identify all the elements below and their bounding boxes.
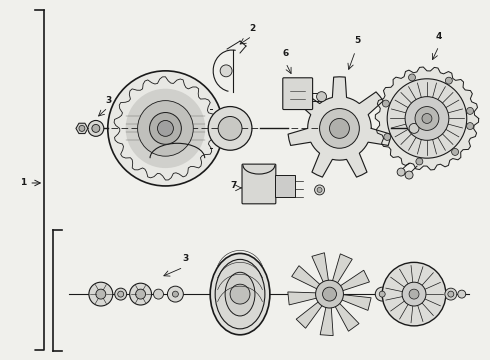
Text: 4: 4 xyxy=(436,32,442,41)
Circle shape xyxy=(108,71,223,186)
Circle shape xyxy=(384,134,391,140)
Polygon shape xyxy=(333,299,359,331)
Polygon shape xyxy=(331,254,352,288)
Circle shape xyxy=(172,291,178,297)
Circle shape xyxy=(466,107,473,114)
Circle shape xyxy=(329,118,349,138)
Circle shape xyxy=(458,290,466,298)
Circle shape xyxy=(466,123,473,130)
Circle shape xyxy=(322,287,337,301)
Circle shape xyxy=(89,282,113,306)
Circle shape xyxy=(118,291,123,297)
Circle shape xyxy=(149,113,181,144)
Text: 3: 3 xyxy=(182,255,189,264)
Circle shape xyxy=(452,148,459,156)
Circle shape xyxy=(379,291,385,297)
Circle shape xyxy=(387,79,467,158)
Polygon shape xyxy=(337,294,371,310)
Circle shape xyxy=(409,289,419,299)
Polygon shape xyxy=(288,292,322,305)
Polygon shape xyxy=(292,266,324,291)
Circle shape xyxy=(448,291,454,297)
Circle shape xyxy=(409,123,419,133)
Polygon shape xyxy=(312,253,329,287)
Circle shape xyxy=(382,262,446,326)
Circle shape xyxy=(125,89,205,168)
FancyBboxPatch shape xyxy=(283,78,313,109)
Circle shape xyxy=(136,289,146,299)
Circle shape xyxy=(138,100,193,156)
FancyBboxPatch shape xyxy=(242,164,276,204)
Circle shape xyxy=(317,92,326,102)
Ellipse shape xyxy=(225,272,255,316)
Ellipse shape xyxy=(210,253,270,335)
Circle shape xyxy=(130,283,151,305)
Polygon shape xyxy=(288,77,391,177)
Circle shape xyxy=(405,96,449,140)
Circle shape xyxy=(230,284,250,304)
Circle shape xyxy=(208,107,252,150)
Text: 3: 3 xyxy=(106,96,112,105)
Circle shape xyxy=(317,188,322,192)
Circle shape xyxy=(115,288,127,300)
Polygon shape xyxy=(375,67,479,170)
Bar xyxy=(275,175,294,197)
Ellipse shape xyxy=(215,260,265,329)
Circle shape xyxy=(153,289,164,299)
Circle shape xyxy=(409,74,416,81)
Polygon shape xyxy=(296,298,325,328)
Circle shape xyxy=(402,282,426,306)
Circle shape xyxy=(445,77,452,84)
Polygon shape xyxy=(76,123,88,134)
Text: 5: 5 xyxy=(354,36,361,45)
Circle shape xyxy=(92,125,100,132)
Circle shape xyxy=(220,65,232,77)
Circle shape xyxy=(96,289,106,299)
Circle shape xyxy=(405,171,413,179)
Text: 7: 7 xyxy=(230,181,236,190)
Circle shape xyxy=(316,280,343,308)
Circle shape xyxy=(422,113,432,123)
Circle shape xyxy=(382,100,390,107)
Circle shape xyxy=(416,158,423,165)
Circle shape xyxy=(168,286,183,302)
Circle shape xyxy=(319,109,359,148)
Text: 6: 6 xyxy=(283,49,289,58)
Polygon shape xyxy=(336,270,369,292)
Circle shape xyxy=(397,168,405,176)
Circle shape xyxy=(79,125,85,131)
Circle shape xyxy=(157,121,173,136)
Circle shape xyxy=(375,287,389,301)
Circle shape xyxy=(218,117,242,140)
Circle shape xyxy=(88,121,104,136)
Text: 2: 2 xyxy=(249,24,255,33)
Circle shape xyxy=(315,185,324,195)
Polygon shape xyxy=(320,302,333,336)
Circle shape xyxy=(445,288,457,300)
Text: 1: 1 xyxy=(20,179,26,188)
Circle shape xyxy=(415,107,439,130)
